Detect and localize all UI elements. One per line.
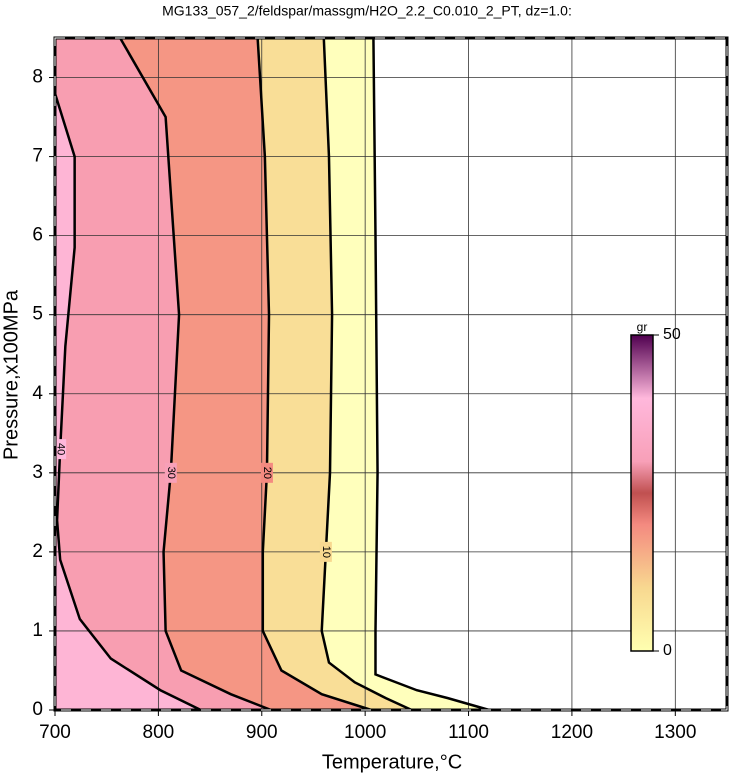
y-tick-label: 0 [32,699,43,720]
x-tick-label: 700 [39,722,71,743]
contour-label-bg [319,541,332,562]
y-tick-label: 8 [32,67,43,88]
colorbar-tick-label: 50 [663,326,681,343]
contour-region [55,38,272,710]
y-tick-label: 6 [32,225,43,246]
contour-line [53,92,202,712]
x-tick-label: 900 [246,722,278,743]
colorbar-label: gr [637,320,648,334]
y-tick-label: 1 [32,620,43,641]
y-tick-label: 3 [32,462,43,483]
contour-label: 30 [165,467,177,479]
contour-label: 20 [261,467,273,479]
x-tick-label: 1300 [654,722,696,743]
x-tick-label: 1100 [448,722,489,743]
x-tick-label: 1000 [344,722,386,743]
y-axis-label: Pressure,x100MPa [0,289,22,460]
y-tick-label: 4 [32,383,43,404]
y-tick-label: 2 [32,541,43,562]
plot-frame-inner [54,37,728,711]
contour-label: 40 [54,443,66,455]
contour-label-bg [260,462,273,483]
x-axis-label: Temperature,°C [322,751,462,773]
colorbar-tick-label: 0 [663,642,672,659]
contour-line [119,37,272,712]
x-tick-label: 800 [143,722,175,743]
y-tick-label: 5 [32,304,43,325]
contour-line [256,37,372,712]
contour-region [55,38,201,710]
x-tick-label: 1200 [551,722,593,743]
contour-line [320,37,413,712]
colorbar [630,334,654,652]
contour-line [372,37,490,712]
contour-label-bg [164,462,177,483]
contour-label: 10 [320,546,332,558]
contour-label-bg [54,439,67,460]
chart-title: MG133_057_2/feldspar/massgm/H2O_2.2_C0.0… [162,3,572,19]
y-tick-label: 7 [32,146,43,167]
